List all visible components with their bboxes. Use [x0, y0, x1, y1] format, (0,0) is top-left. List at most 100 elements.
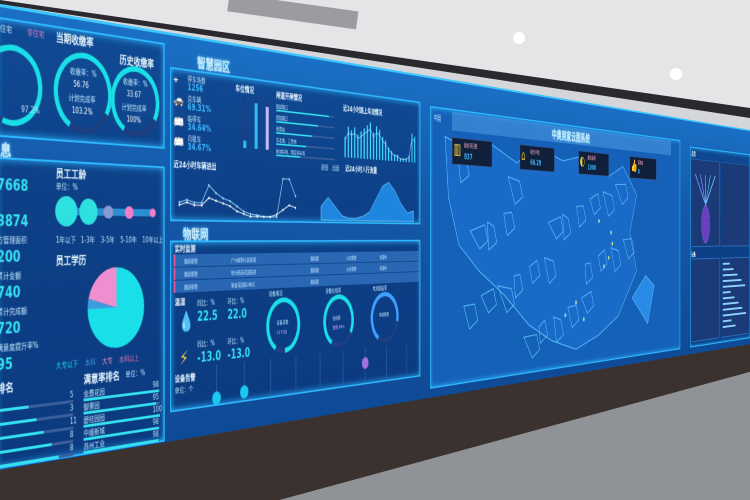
lightning-icon: ⚡: [179, 347, 189, 371]
tenure-bubble: [54, 195, 78, 227]
gauge-value: 100%: [126, 115, 142, 125]
vehicle-line-chart: [174, 167, 300, 223]
table-cell: 广州紫荆小区栋层: [231, 257, 257, 264]
table-cell: 杭州西溪花园栋层: [231, 269, 257, 277]
pie-slice: [88, 267, 117, 310]
satisfaction-value: 100: [152, 404, 162, 415]
province-border: [524, 334, 540, 359]
vehicle-point: [242, 212, 245, 216]
water-drop-icon: 💧: [178, 310, 195, 334]
stat-label: 累计完成额: [0, 306, 28, 318]
parking-bar: [254, 103, 258, 150]
traffic-bar: [414, 136, 416, 163]
side-panel: [721, 162, 749, 246]
traffic-bar: [375, 126, 378, 160]
building-icon: ▥: [453, 140, 461, 159]
stat-card-label: 服务项目数: [464, 142, 478, 150]
tenure-bubble: [124, 205, 134, 220]
location-marker: [565, 313, 567, 317]
stat-value: 740: [0, 283, 21, 303]
vehicle-point: [275, 215, 278, 219]
alarm-unit: 单位：个: [174, 385, 194, 396]
vehicle-point: [193, 203, 196, 207]
video-wall-screen: 住宅 非住宅 当期收缴率 历史收缴率 97.2% 收缴率：% 56.76 计划完…: [0, 4, 750, 470]
tenure-label: 1年以下: [55, 236, 77, 245]
location-marker: [610, 231, 611, 234]
vehicle-point: [236, 210, 238, 213]
stat-card: ▥ 服务项目数 837: [452, 137, 493, 168]
vehicle-point: [215, 199, 217, 202]
rank-bar: [0, 399, 74, 413]
vehicle-point: [229, 204, 231, 208]
alarm-dot: [240, 384, 249, 400]
location-marker: [598, 219, 599, 222]
rank-title: 排名: [0, 381, 14, 397]
tenure-unit: 单位：%: [55, 182, 78, 192]
pie-slice: [87, 266, 145, 351]
vehicle-point: [294, 194, 297, 198]
stat-value: 720: [0, 318, 21, 339]
temp-label: 同比：%: [197, 298, 215, 308]
stat-value: 95: [0, 354, 13, 375]
parking-title: 车位情况: [235, 85, 255, 96]
iot-gauge-title: 设备情况: [268, 290, 283, 298]
alarm-dot: [212, 390, 221, 406]
tenure-bubble: [103, 205, 114, 219]
vehicle-point: [222, 197, 224, 200]
table-cell: 烟感报警: [184, 271, 198, 278]
tenure-bubble: [79, 198, 98, 225]
map-panel: 中国 中奥到家云图系统 ▥ 服务项目数 837 ⌂ 服务户数 66.29 ◐ 服务面积 1000…: [429, 105, 681, 389]
table-cell: 火灾报警: [346, 255, 357, 262]
legend-out: 出园: [332, 164, 340, 173]
traffic-bar: [369, 122, 372, 160]
bus-icon: 🚌: [173, 132, 184, 148]
metric-value: 34.64%: [187, 122, 211, 135]
pie-legend-item: 本科: [84, 358, 96, 368]
stat-label: 方管理面积: [0, 235, 28, 246]
stat-card: 👍 满意度 0: [629, 156, 657, 181]
car-icon: 🚗: [173, 92, 184, 108]
traffic-bar: [366, 125, 368, 160]
gauge-value: 103.2%: [71, 106, 93, 117]
stat-card-value: 837: [464, 151, 473, 162]
tree-core: [702, 205, 710, 243]
satisfaction-value: 98: [152, 417, 159, 427]
stat-card-label: 服务户数: [530, 149, 540, 156]
satisfaction-value: 98: [152, 430, 159, 440]
tenure-label: 3-5年: [100, 236, 115, 245]
people-area: [321, 179, 414, 222]
vehicle-point: [229, 199, 231, 203]
metric-value: 69.31%: [187, 102, 211, 115]
satisfaction-value: 98: [152, 380, 159, 390]
table-cell: 烟感器: [310, 256, 319, 262]
air-vent: [227, 0, 359, 30]
rank-value: 8: [69, 430, 74, 440]
gate-title: 闸道开闸情况: [276, 92, 303, 104]
vehicle-point: [294, 206, 297, 210]
thumb-icon: 👍: [631, 158, 638, 174]
iot-panel: 实时监测 烟感报警 广州紫荆小区栋层 烟感器 火灾报警 处理中 烟感报警 杭州西溪花园栋层烟…: [170, 239, 421, 413]
traffic-bar: [360, 131, 362, 159]
rank-bar-fill: [0, 443, 52, 455]
gauge-value: 56.76: [73, 79, 89, 91]
bus-icon: 🚌: [173, 112, 184, 128]
iot-gauge-title: 电池能量率: [372, 285, 387, 292]
traffic-bar: [363, 128, 365, 159]
vehicle-point: [193, 201, 196, 204]
bottom-panel: [691, 258, 719, 342]
vehicle-point: [178, 203, 181, 207]
smart-park-panel: ⌖ 停车场数 1256 🚗 总车辆 69.31% 🚌 临停车 34.64% 🚌 月租车 34.67% …: [170, 66, 421, 225]
wall-base: [0, 335, 750, 500]
ceiling-light: [670, 68, 682, 80]
temp-value: 22.5: [197, 307, 218, 325]
pie-legend-item: 大专以下: [55, 359, 79, 371]
tenure-label: 10年以上: [142, 236, 164, 245]
tenure-label: 5-10年: [120, 236, 137, 245]
province-border: [481, 288, 496, 313]
gauge-value: 33.67: [126, 89, 142, 100]
rank-value: 3: [69, 403, 74, 413]
vehicle-point: [249, 212, 252, 216]
staff-panel: 7668 3874 方管理面积 200 累计金额 740 累计完成额 720 满意度提升率% 95…: [0, 156, 165, 470]
right-title-overview: 总览: [691, 150, 696, 158]
vehicle-point: [282, 177, 284, 181]
